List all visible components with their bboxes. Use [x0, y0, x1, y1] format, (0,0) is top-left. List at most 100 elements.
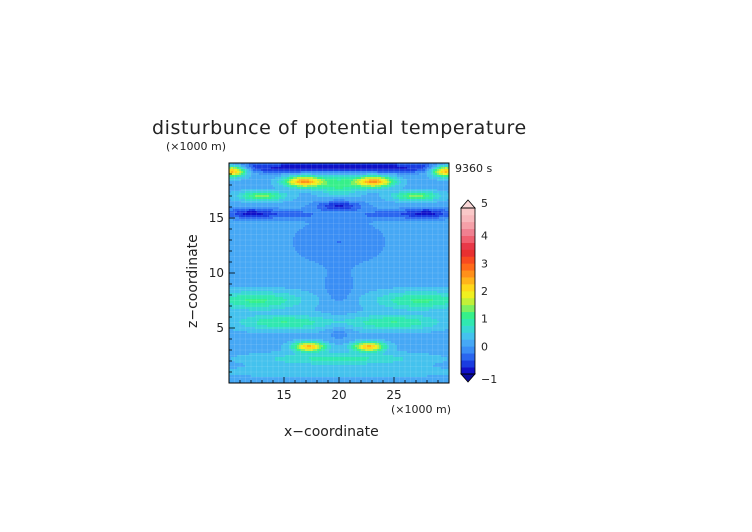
field-cell [253, 263, 256, 266]
field-cell [253, 163, 256, 166]
field-cell [229, 267, 232, 270]
field-cell [247, 273, 250, 276]
field-cell [249, 317, 252, 320]
field-cell [277, 235, 280, 238]
field-cell [247, 349, 250, 352]
field-cell [251, 321, 254, 324]
field-cell [245, 281, 248, 284]
field-cell [265, 165, 268, 168]
field-cell [267, 171, 270, 174]
field-cell [233, 369, 236, 372]
field-cell [231, 255, 234, 258]
field-cell [261, 197, 264, 200]
field-cell [251, 247, 254, 250]
field-cell [255, 191, 258, 194]
field-cell [253, 377, 256, 380]
field-cell [271, 327, 274, 330]
field-cell [229, 187, 232, 190]
field-cell [277, 231, 280, 234]
field-cell [273, 321, 276, 324]
field-cell [245, 359, 248, 362]
field-cell [249, 347, 252, 350]
field-cell [257, 171, 260, 174]
field-cell [273, 335, 276, 338]
field-cell [259, 375, 262, 378]
field-cell [233, 335, 236, 338]
field-cell [261, 201, 264, 204]
field-cell [231, 207, 234, 210]
field-cell [237, 227, 240, 230]
field-cell [243, 257, 246, 260]
field-cell [229, 331, 232, 334]
field-cell [253, 191, 256, 194]
field-cell [259, 269, 262, 272]
field-cell [247, 199, 250, 202]
field-cell [243, 225, 246, 228]
field-cell [245, 241, 248, 244]
field-cell [273, 327, 276, 330]
field-cell [241, 351, 244, 354]
field-cell [249, 313, 252, 316]
field-cell [267, 353, 270, 356]
field-cell [267, 317, 270, 320]
field-cell [233, 189, 236, 192]
field-cell [265, 191, 268, 194]
field-cell [267, 365, 270, 368]
field-cell [279, 263, 282, 266]
field-cell [243, 359, 246, 362]
field-cell [263, 317, 266, 320]
field-cell [271, 207, 274, 210]
field-cell [271, 295, 274, 298]
field-cell [249, 367, 252, 370]
field-cell [239, 277, 242, 280]
field-cell [245, 193, 248, 196]
field-cell [239, 265, 242, 268]
field-cell [265, 285, 268, 288]
field-cell [273, 207, 276, 210]
field-cell [259, 321, 262, 324]
field-cell [249, 333, 252, 336]
field-cell [271, 313, 274, 316]
field-cell [245, 299, 248, 302]
field-cell [239, 311, 242, 314]
field-cell [261, 353, 264, 356]
field-cell [267, 235, 270, 238]
field-cell [231, 233, 234, 236]
field-cell [237, 245, 240, 248]
field-cell [253, 367, 256, 370]
field-cell [255, 277, 258, 280]
field-cell [263, 373, 266, 376]
field-cell [233, 307, 236, 310]
field-cell [275, 223, 278, 226]
field-cell [267, 281, 270, 284]
field-cell [277, 373, 280, 376]
field-cell [245, 303, 248, 306]
field-cell [231, 379, 234, 382]
field-cell [263, 375, 266, 378]
field-cell [275, 227, 278, 230]
field-cell [239, 251, 242, 254]
field-cell [233, 359, 236, 362]
field-cell [245, 269, 248, 272]
field-cell [257, 367, 260, 370]
field-cell [237, 289, 240, 292]
field-cell [235, 237, 238, 240]
field-cell [265, 199, 268, 202]
field-cell [229, 181, 232, 184]
field-cell [269, 335, 272, 338]
field-cell [267, 179, 270, 182]
field-cell [271, 319, 274, 322]
field-cell [233, 373, 236, 376]
field-cell [263, 333, 266, 336]
field-cell [243, 221, 246, 224]
field-cell [245, 207, 248, 210]
field-cell [257, 189, 260, 192]
field-cell [271, 371, 274, 374]
field-cell [243, 199, 246, 202]
field-cell [263, 309, 266, 312]
field-cell [255, 239, 258, 242]
field-cell [251, 213, 254, 216]
field-cell [279, 305, 282, 308]
field-cell [255, 241, 258, 244]
field-cell [261, 227, 264, 230]
